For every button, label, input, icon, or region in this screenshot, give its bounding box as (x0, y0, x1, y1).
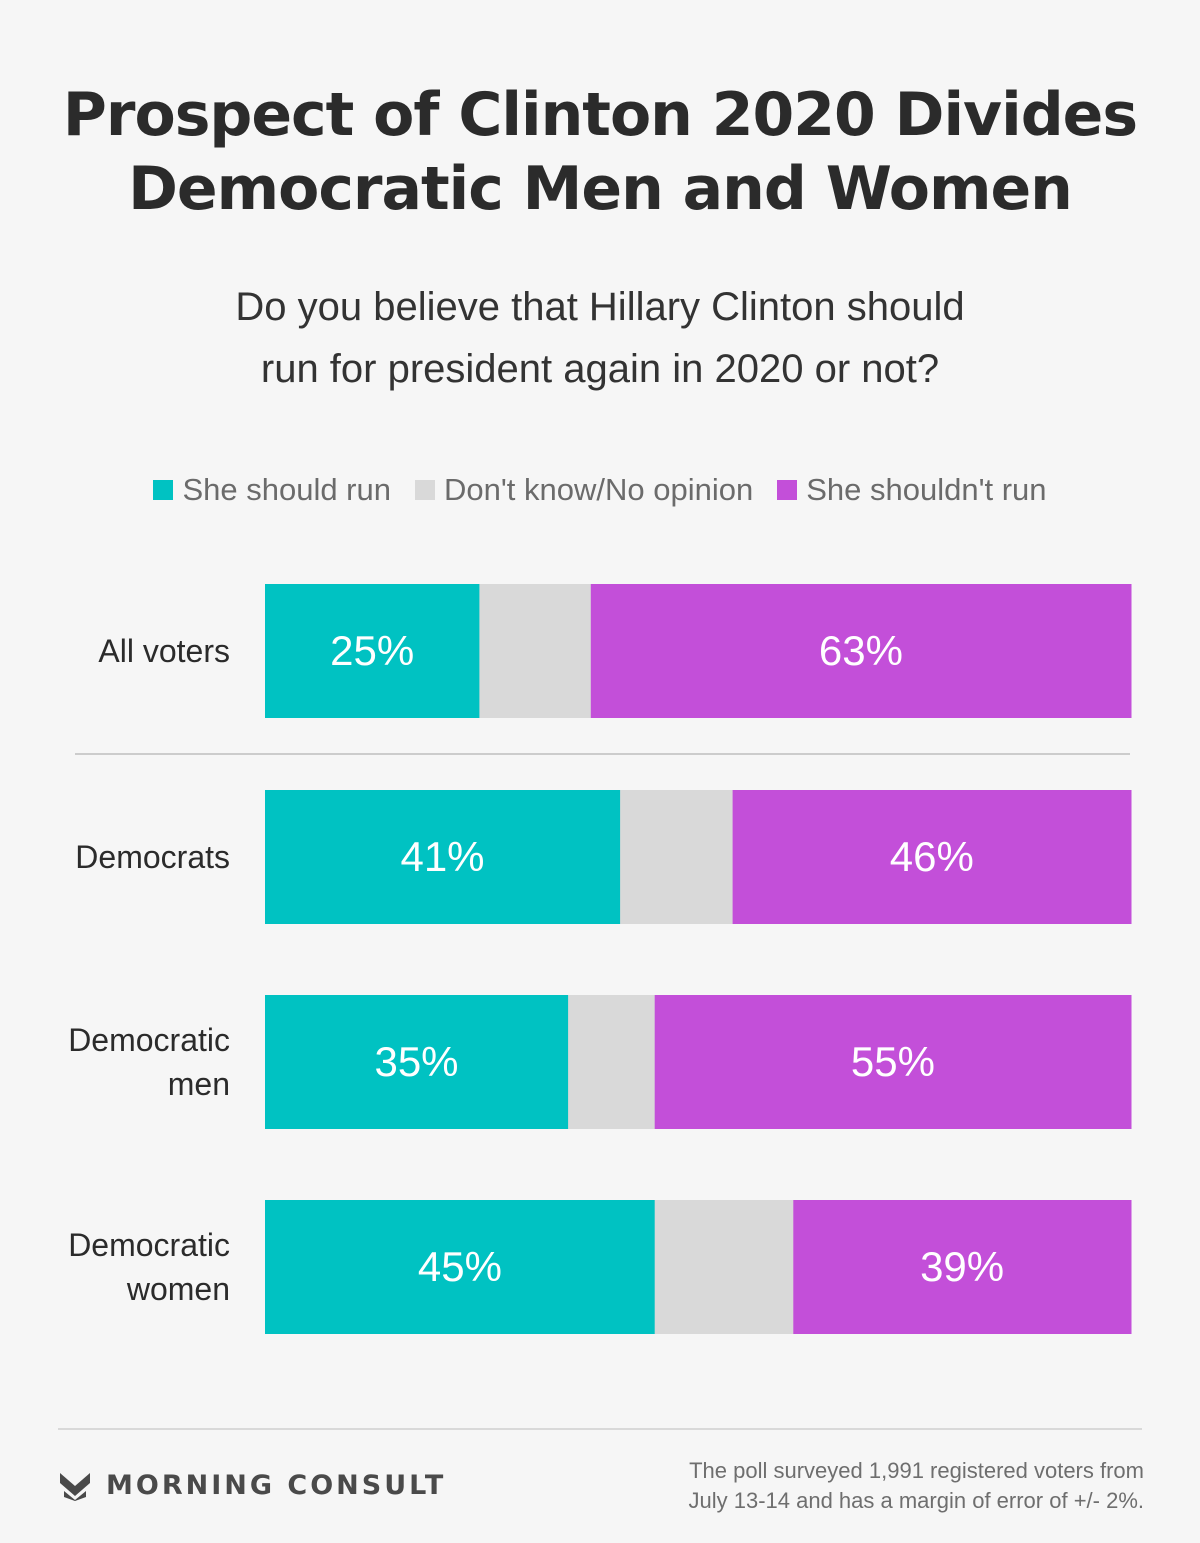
legend-label-dont-know: Don't know/No opinion (444, 472, 754, 507)
category-label-democratic-men-line-2: men (168, 1066, 230, 1102)
bar-democrats-shouldnt-run (732, 790, 1132, 924)
legend-swatch-dont-know (415, 480, 435, 500)
data-label-democratic-women-shouldnt-run: 39% (920, 1243, 1004, 1290)
brand-name: MORNING CONSULT (106, 1470, 447, 1501)
category-label-democratic-men-line-1: Democratic (68, 1022, 230, 1058)
chart-title-line-1: Prospect of Clinton 2020 Divides (62, 80, 1138, 150)
category-label-democratic-women-line-1: Democratic (68, 1227, 230, 1263)
bar-democratic-women-should-run (265, 1200, 656, 1334)
bar-all-voters-shouldnt-run (590, 584, 1132, 718)
data-label-all-voters-should-run: 25% (330, 627, 414, 674)
chart-legend: She should run Don't know/No opinion She… (0, 472, 1200, 508)
bar-democratic-women-shouldnt-run (793, 1200, 1132, 1334)
bar-all-voters-should-run (265, 584, 480, 718)
footer-divider (58, 1428, 1142, 1430)
category-label-democrats-line-1: Democrats (75, 839, 230, 875)
chart-title: Prospect of Clinton 2020 Divides Democra… (0, 78, 1200, 226)
legend-item-shouldnt-run: She shouldn't run (777, 472, 1047, 508)
data-label-democratic-women-should-run: 45% (418, 1243, 502, 1290)
legend-item-should-run: She should run (153, 472, 391, 508)
bar-democrats-should-run (265, 790, 621, 924)
data-label-democrats-should-run: 41% (400, 833, 484, 880)
bar-all-voters-dont-know (479, 584, 592, 718)
chart-subtitle: Do you believe that Hillary Clinton shou… (0, 276, 1200, 400)
bar-democrats-dont-know (620, 790, 734, 924)
morning-consult-logo: MORNING CONSULT (60, 1470, 446, 1501)
chart-subtitle-line-1: Do you believe that Hillary Clinton shou… (235, 285, 965, 329)
category-label-democratic-women-line-2: women (126, 1271, 230, 1307)
methodology-note: The poll surveyed 1,991 registered voter… (688, 1456, 1144, 1516)
data-label-all-voters-shouldnt-run: 63% (819, 627, 903, 674)
legend-item-dont-know: Don't know/No opinion (415, 472, 753, 508)
morning-consult-logo-icon (60, 1472, 90, 1501)
stacked-bar-chart: 25% 63% All voters 41% 46% Democrats 35% 55% Dem… (68, 584, 1132, 1334)
bar-democratic-men-should-run (265, 995, 569, 1129)
bar-democratic-men-dont-know (568, 995, 656, 1129)
legend-swatch-should-run (153, 480, 174, 500)
data-label-democratic-men-should-run: 35% (374, 1038, 458, 1085)
bar-democratic-men-shouldnt-run (654, 995, 1132, 1129)
legend-label-shouldnt-run: She shouldn't run (806, 472, 1047, 507)
data-label-democratic-men-shouldnt-run: 55% (851, 1038, 935, 1085)
methodology-note-line-2: July 13-14 and has a margin of error of … (688, 1488, 1144, 1513)
data-label-democrats-shouldnt-run: 46% (890, 833, 974, 880)
legend-label-should-run: She should run (182, 472, 391, 507)
chart-title-line-2: Democratic Men and Women (128, 154, 1073, 224)
bar-democratic-women-dont-know (654, 1200, 794, 1334)
chart-subtitle-line-2: run for president again in 2020 or not? (260, 347, 940, 391)
methodology-note-line-1: The poll surveyed 1,991 registered voter… (689, 1458, 1144, 1483)
category-label-all-voters-line-1: All voters (98, 633, 230, 669)
legend-swatch-shouldnt-run (777, 480, 798, 500)
